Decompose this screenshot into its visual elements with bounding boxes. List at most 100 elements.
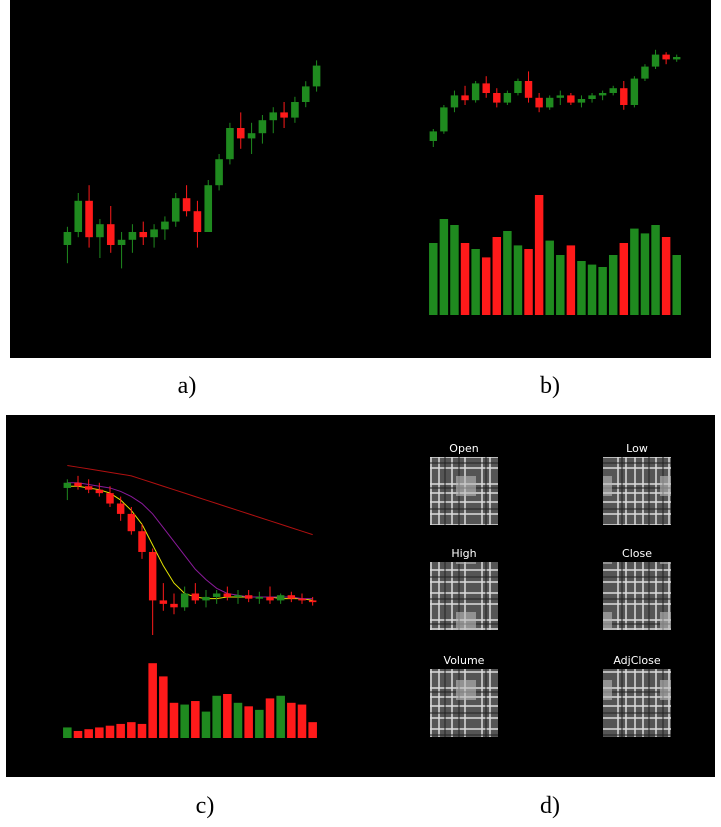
candle-body xyxy=(85,200,93,238)
volume-bar xyxy=(577,261,586,315)
candle-body xyxy=(461,95,469,101)
volume-bar xyxy=(137,723,147,738)
candle-body xyxy=(74,200,83,232)
candle-body xyxy=(226,128,234,160)
candle-body xyxy=(287,595,296,599)
volume-bar xyxy=(619,243,629,315)
volume-bar xyxy=(534,195,544,315)
candle-body xyxy=(662,54,670,60)
volume-bar xyxy=(287,702,296,738)
candle-body xyxy=(127,513,136,532)
candle-body xyxy=(204,185,213,232)
volume-bar xyxy=(460,243,470,315)
volume-bar xyxy=(308,722,317,738)
volume-bar xyxy=(587,264,597,315)
volume-bar xyxy=(630,228,639,315)
candle-body xyxy=(308,600,317,603)
heatmap xyxy=(430,562,498,630)
panel-label: a) xyxy=(178,373,197,399)
candle-body xyxy=(215,159,223,186)
candle-body xyxy=(440,107,448,132)
volume-bar xyxy=(503,231,512,315)
candle-body xyxy=(212,593,221,597)
candle-body xyxy=(471,83,480,101)
volume-bar xyxy=(191,701,200,738)
candle-body xyxy=(171,198,180,222)
volume-bar xyxy=(556,255,565,315)
volume-bar xyxy=(105,725,115,738)
candle-body xyxy=(170,603,178,608)
candle-body xyxy=(161,221,169,230)
candle-body xyxy=(106,224,115,245)
volume-bar xyxy=(545,240,554,315)
candle-body xyxy=(291,102,299,118)
candle-body xyxy=(244,595,253,599)
volume-bar xyxy=(608,255,618,315)
volume-bar xyxy=(212,695,221,738)
candle-body xyxy=(651,54,660,67)
candle-body xyxy=(180,593,189,608)
heatmap-title: High xyxy=(451,547,476,560)
candle-body xyxy=(276,595,285,601)
candle-body xyxy=(116,503,125,514)
candle-body xyxy=(567,95,575,103)
candle-body xyxy=(223,593,232,597)
volume-bar xyxy=(116,723,125,738)
candle-body xyxy=(63,482,72,488)
candle-body xyxy=(269,112,278,121)
volume-bar xyxy=(169,702,179,738)
candle-body xyxy=(138,531,146,552)
volume-bar xyxy=(127,722,136,738)
heatmap xyxy=(603,457,671,525)
candle-body xyxy=(234,595,242,597)
candle-body xyxy=(117,239,126,245)
volume-bar xyxy=(672,255,681,315)
candle-body xyxy=(429,131,437,141)
volume-bar xyxy=(640,233,650,315)
candle-body xyxy=(503,93,512,103)
panel-background xyxy=(6,415,715,777)
candle-body xyxy=(298,598,306,601)
heatmap xyxy=(430,669,498,737)
candle-body xyxy=(493,93,501,103)
candle-body xyxy=(620,88,628,105)
panel-label: c) xyxy=(196,793,215,819)
candle-body xyxy=(482,83,490,93)
candle-body xyxy=(255,596,264,599)
volume-bar xyxy=(244,706,253,738)
volume-bar xyxy=(513,245,523,315)
heatmap-title: Low xyxy=(626,442,648,455)
volume-bar xyxy=(651,225,660,315)
candle-body xyxy=(588,95,596,99)
candle-body xyxy=(556,95,564,98)
candle-body xyxy=(74,482,82,487)
volume-bar xyxy=(471,249,480,315)
panel-label: b) xyxy=(540,373,560,399)
candle-body xyxy=(182,198,191,212)
candle-body xyxy=(312,65,321,87)
volume-bar xyxy=(84,729,93,738)
volume-bar xyxy=(492,237,502,315)
candle-body xyxy=(514,81,522,93)
candle-body xyxy=(673,57,681,60)
heatmap-title: Volume xyxy=(444,654,485,667)
heatmap-title: Close xyxy=(622,547,652,560)
volume-bar xyxy=(63,727,72,738)
candle-body xyxy=(139,232,148,238)
moving-average-line xyxy=(67,464,313,536)
candle-body xyxy=(84,486,93,490)
volume-bar xyxy=(566,245,576,315)
panel-label: d) xyxy=(540,793,560,819)
candle-body xyxy=(150,229,158,238)
candle-body xyxy=(450,95,459,108)
heatmap-title: Open xyxy=(449,442,478,455)
volume-bar xyxy=(276,695,285,738)
volume-bar xyxy=(148,663,157,738)
candle-body xyxy=(524,81,533,98)
candle-body xyxy=(148,551,157,601)
volume-bar xyxy=(429,243,438,315)
candle-body xyxy=(577,99,586,103)
volume-bar xyxy=(255,709,264,738)
candle-body xyxy=(191,593,200,601)
